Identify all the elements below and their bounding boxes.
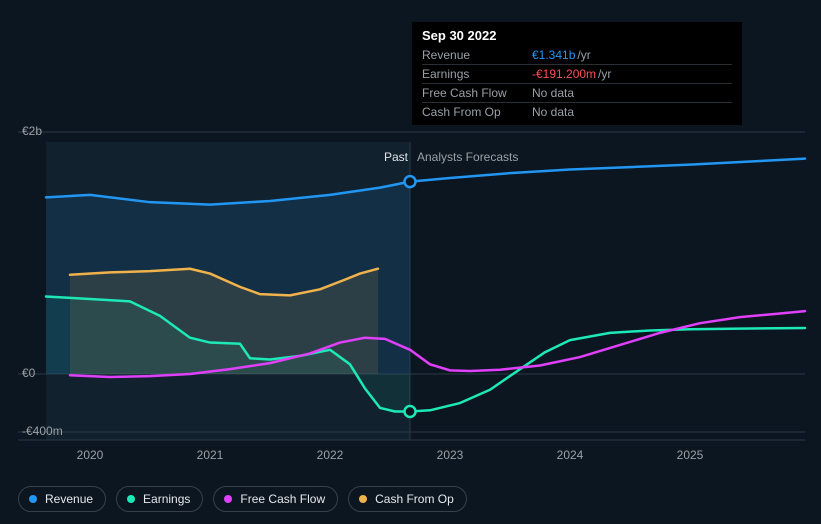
tooltip-row-value-cell: No data	[532, 103, 732, 122]
tooltip-row-label: Cash From Op	[422, 103, 532, 122]
tooltip-row-unit: /yr	[598, 67, 611, 81]
chart-container: Past Analysts Forecasts Sep 30 2022 Reve…	[0, 0, 821, 524]
tooltip-row: Free Cash Flow No data	[422, 84, 732, 103]
tooltip-row-value-cell: €1.341b/yr	[532, 46, 732, 65]
x-axis-label: 2020	[77, 448, 104, 462]
x-axis-label: 2023	[437, 448, 464, 462]
tooltip-row-label: Free Cash Flow	[422, 84, 532, 103]
tooltip-row: Earnings -€191.200m/yr	[422, 65, 732, 84]
legend-item-fcf[interactable]: Free Cash Flow	[213, 486, 338, 512]
legend-dot-icon	[29, 495, 37, 503]
tooltip: Sep 30 2022 Revenue €1.341b/yr Earnings …	[412, 22, 742, 125]
tooltip-row-value: No data	[532, 86, 574, 100]
tooltip-row-value-cell: -€191.200m/yr	[532, 65, 732, 84]
tooltip-date: Sep 30 2022	[422, 28, 732, 43]
legend-item-cfo[interactable]: Cash From Op	[348, 486, 467, 512]
legend-item-revenue[interactable]: Revenue	[18, 486, 106, 512]
y-axis-label: -€400m	[22, 424, 63, 438]
legend-item-label: Free Cash Flow	[240, 492, 325, 506]
legend-item-label: Earnings	[143, 492, 190, 506]
section-label-forecast: Analysts Forecasts	[417, 150, 518, 164]
legend-item-label: Cash From Op	[375, 492, 454, 506]
x-axis-label: 2021	[197, 448, 224, 462]
y-axis-label: €2b	[22, 124, 42, 138]
tooltip-row-value: No data	[532, 105, 574, 119]
legend-dot-icon	[127, 495, 135, 503]
tooltip-row-label: Earnings	[422, 65, 532, 84]
legend-dot-icon	[224, 495, 232, 503]
tooltip-row-value: €1.341b	[532, 48, 575, 62]
legend-item-earnings[interactable]: Earnings	[116, 486, 203, 512]
tooltip-row: Revenue €1.341b/yr	[422, 46, 732, 65]
x-axis-label: 2022	[317, 448, 344, 462]
tooltip-table: Revenue €1.341b/yr Earnings -€191.200m/y…	[422, 46, 732, 121]
legend-item-label: Revenue	[45, 492, 93, 506]
section-label-past: Past	[384, 150, 408, 164]
legend: Revenue Earnings Free Cash Flow Cash Fro…	[18, 486, 467, 512]
tooltip-row-label: Revenue	[422, 46, 532, 65]
tooltip-row-unit: /yr	[577, 48, 590, 62]
x-axis-label: 2024	[557, 448, 584, 462]
legend-dot-icon	[359, 495, 367, 503]
y-axis-label: €0	[22, 366, 35, 380]
tooltip-row-value-cell: No data	[532, 84, 732, 103]
x-axis-label: 2025	[677, 448, 704, 462]
tooltip-row: Cash From Op No data	[422, 103, 732, 122]
tooltip-row-value: -€191.200m	[532, 67, 596, 81]
